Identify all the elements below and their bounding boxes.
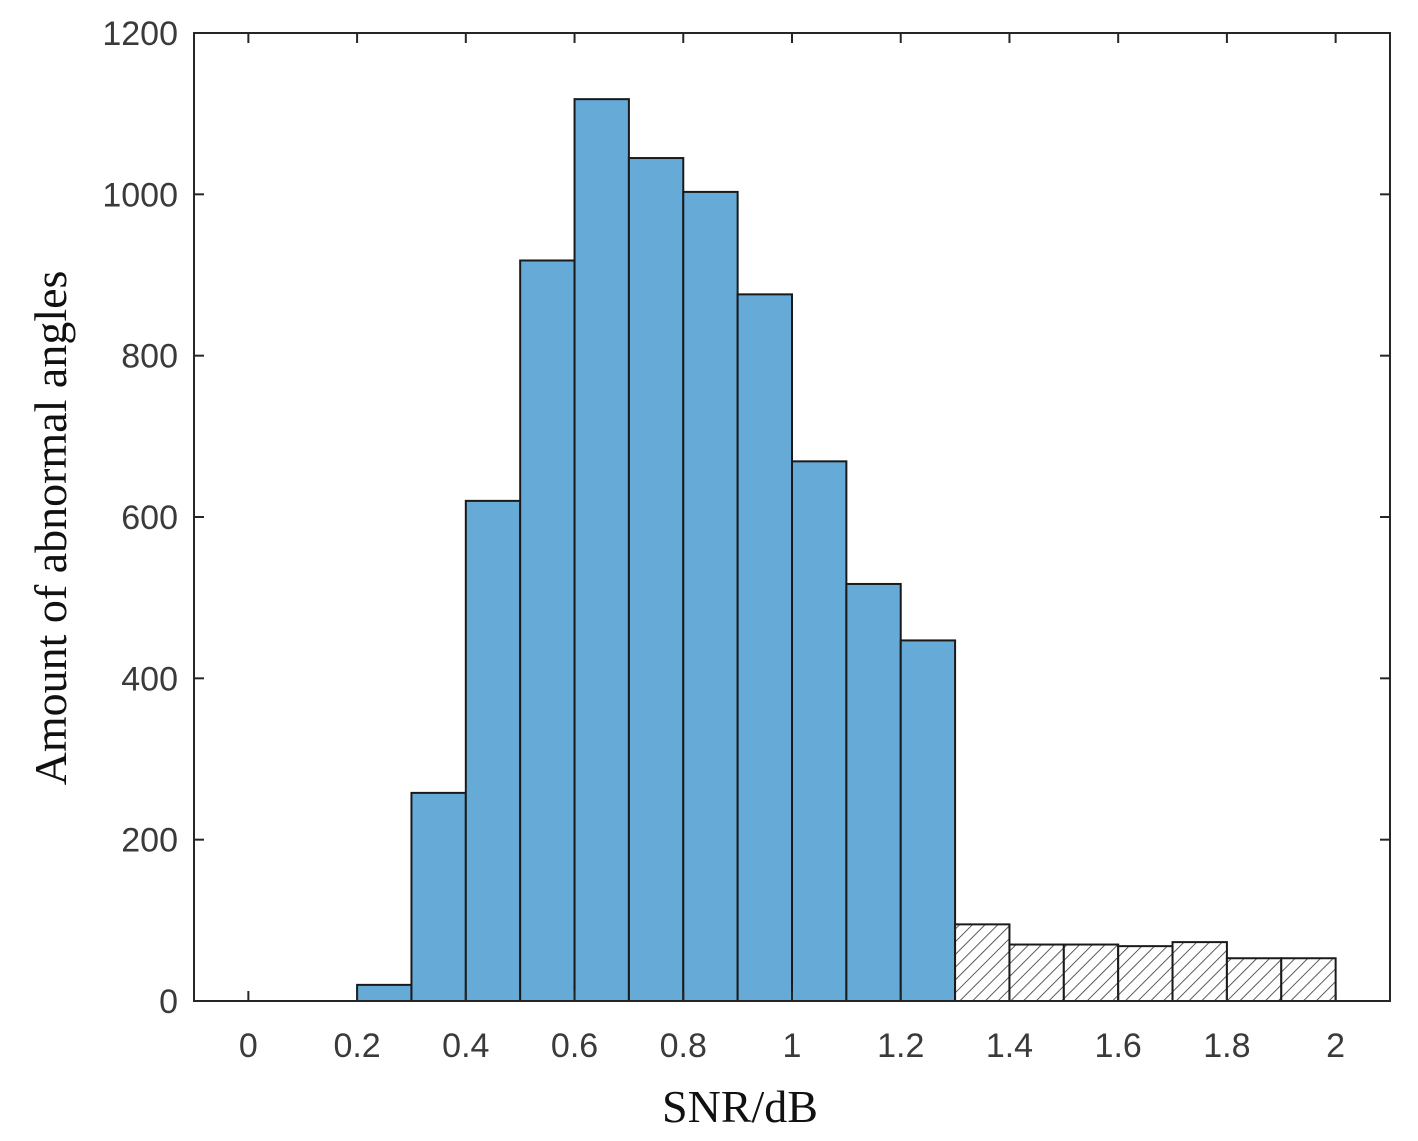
bar-6	[682, 190, 739, 1002]
y-tick-label: 800	[121, 338, 178, 376]
bars-layer	[356, 98, 1337, 1003]
x-tick-label: 0.6	[551, 1027, 598, 1065]
y-tick-label: 1000	[102, 176, 178, 214]
x-tick-label: 2	[1326, 1027, 1345, 1065]
y-tick-label: 400	[121, 660, 178, 698]
y-tick-label: 600	[121, 499, 178, 537]
x-tick-label: 0.8	[660, 1027, 707, 1065]
y-axis-title: Amount of abnormal angles	[25, 271, 76, 786]
hatched-bar-2	[1062, 943, 1120, 1002]
bar-3	[519, 259, 576, 1003]
axes-layer	[193, 32, 1391, 1002]
x-tick-label: 1.6	[1095, 1027, 1142, 1065]
y-tick-label: 1200	[102, 15, 178, 53]
hatched-bar-4	[1171, 941, 1228, 1003]
bar-8	[791, 460, 848, 1002]
hatched-bar-0	[954, 923, 1011, 1002]
x-axis-title: SNR/dB	[662, 1081, 818, 1132]
x-tick-label: 0.4	[442, 1027, 489, 1065]
x-tick-label: 1.2	[877, 1027, 924, 1065]
hatched-bar-1	[1008, 943, 1065, 1002]
bar-1	[410, 791, 467, 1002]
bar-9	[845, 582, 902, 1002]
x-tick-label: 1.8	[1203, 1027, 1250, 1065]
x-tick-label: 1.4	[986, 1027, 1033, 1065]
y-tick-label: 200	[121, 822, 178, 860]
x-tick-label: 0	[239, 1027, 258, 1065]
bar-2	[464, 499, 522, 1002]
x-tick-label: 1	[783, 1027, 802, 1065]
bar-7	[736, 293, 793, 1002]
bar-10	[899, 639, 957, 1002]
hatched-bar-6	[1280, 957, 1337, 1002]
bar-5	[627, 157, 685, 1003]
x-tick-label: 0.2	[333, 1027, 380, 1065]
bar-4	[573, 98, 630, 1002]
hatched-bar-3	[1117, 945, 1174, 1002]
y-tick-label: 0	[159, 983, 178, 1021]
hatched-bar-5	[1225, 957, 1283, 1002]
bar-0	[356, 983, 413, 1002]
labels-layer: 0 0.2 0.4 0.6 0.8 1 1.2 1.4 1.6 1.8 2 0 200 400 600 800…	[102, 15, 1345, 1065]
